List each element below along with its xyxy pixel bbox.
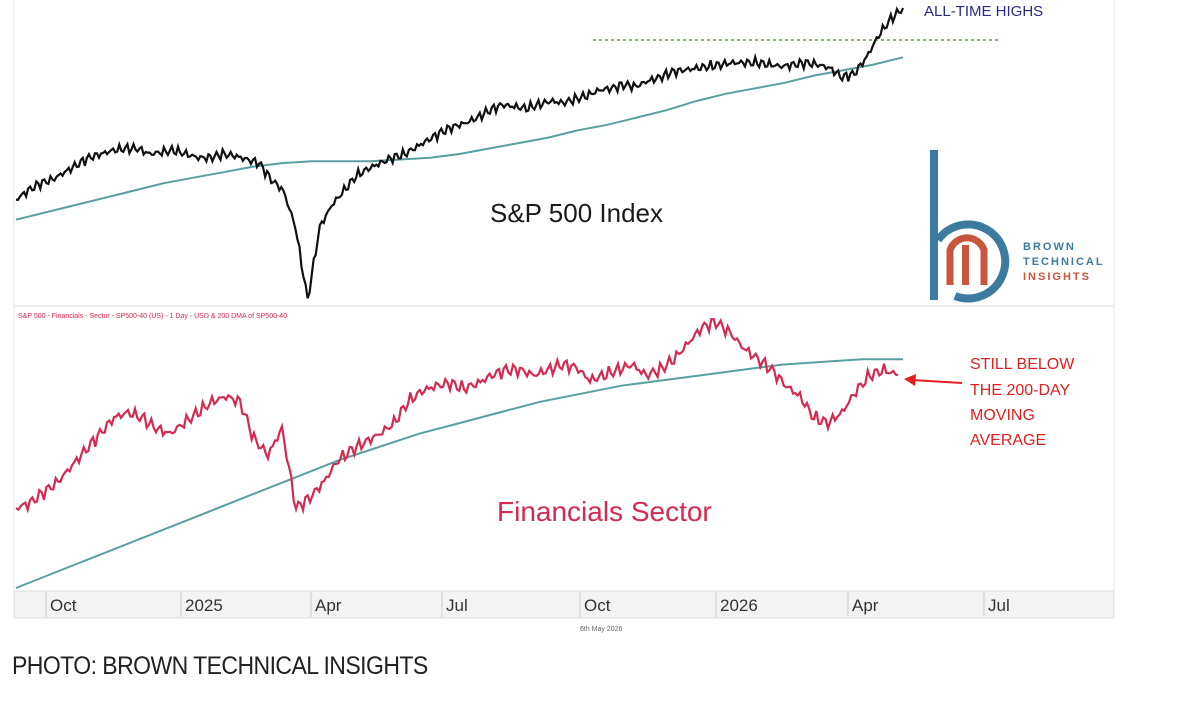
spx-price-line: [15, 6, 905, 299]
date-stamp: 6th May 2026: [580, 626, 623, 633]
photo-caption: PHOTO: BROWN TECHNICAL INSIGHTS: [12, 652, 428, 680]
note-line-3: MOVING: [970, 407, 1035, 424]
note-line-2: THE 200-DAY: [970, 382, 1071, 399]
spx-200dma-line: [15, 56, 904, 221]
x-tick-label: Jul: [446, 596, 468, 615]
annotation-arrow-head: [904, 374, 916, 386]
x-tick-label: Oct: [50, 596, 77, 615]
logo-bar: [962, 245, 969, 285]
logo-word-3: INSIGHTS: [1023, 271, 1091, 283]
brown-technical-insights-logo: BROWN TECHNICAL INSIGHTS: [930, 150, 1105, 303]
x-tick-label: 2025: [185, 596, 223, 615]
logo-word-1: BROWN: [1023, 241, 1076, 253]
note-line-1: STILL BELOW: [970, 356, 1075, 373]
chart-svg: S&P 500 Index Financials Sector ALL-TIME…: [13, 0, 1115, 633]
x-tick-label: Oct: [584, 596, 611, 615]
x-axis-ticks: Oct 2025 Apr Jul Oct 2026 Apr Jul: [45, 592, 1010, 617]
logo-word-2: TECHNICAL: [1023, 256, 1105, 268]
logo-bowl: [934, 220, 1010, 303]
annotation-arrow-line: [911, 379, 963, 384]
financials-price-line: [15, 317, 899, 515]
x-axis-band: [13, 590, 1115, 619]
x-tick-label: Apr: [315, 596, 342, 615]
note-line-4: AVERAGE: [970, 432, 1046, 449]
ath-annotation: ALL-TIME HIGHS: [924, 3, 1043, 20]
x-tick-label: 2026: [720, 596, 758, 615]
financials-title: Financials Sector: [497, 496, 712, 527]
x-tick-label: Jul: [988, 596, 1010, 615]
logo-arch: [946, 234, 988, 285]
financials-legend: S&P 500 - Financials - Sector - SP500-40…: [18, 313, 287, 320]
chart-area: S&P 500 Index Financials Sector ALL-TIME…: [13, 0, 1115, 633]
financials-200dma-line: [15, 358, 903, 589]
x-tick-label: Apr: [852, 596, 879, 615]
logo-stem: [930, 150, 938, 300]
spx-title: S&P 500 Index: [490, 198, 663, 228]
